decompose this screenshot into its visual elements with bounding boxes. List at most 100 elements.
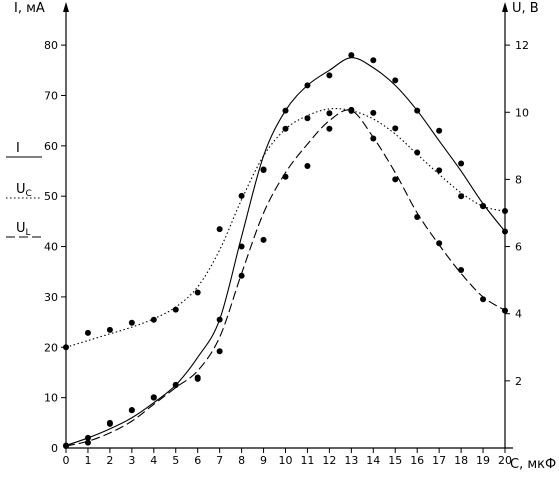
point-uc xyxy=(194,289,201,296)
x-tick-label: 20 xyxy=(498,454,512,467)
legend-label: UC xyxy=(16,182,32,199)
right-tick-label: 10 xyxy=(515,106,529,119)
point-ul xyxy=(172,381,179,388)
point-ul xyxy=(392,176,399,183)
x-tick-label: 1 xyxy=(84,454,91,467)
series-curves xyxy=(65,57,506,447)
legend-label: UL xyxy=(16,221,31,238)
point-uc xyxy=(502,207,508,214)
point-uc xyxy=(304,115,311,122)
right-tick-label: 2 xyxy=(515,375,522,388)
x-tick-label: 13 xyxy=(344,454,358,467)
point-uc xyxy=(480,202,487,209)
left-tick-label: 30 xyxy=(44,291,58,304)
x-tick-label: 3 xyxy=(128,454,135,467)
right-tick-label: 12 xyxy=(515,39,529,52)
right-tick-label: 6 xyxy=(515,241,522,254)
x-tick-label: 12 xyxy=(322,454,336,467)
series-points xyxy=(63,52,508,449)
left-ticks: 10 20 30 40 50 60 70 80 0 xyxy=(44,39,66,455)
point-ul xyxy=(502,307,508,314)
point-ul xyxy=(238,272,245,279)
left-tick-label: 10 xyxy=(44,392,58,405)
legend-label: I xyxy=(16,141,20,156)
right-tick-label: 8 xyxy=(515,173,522,186)
point-uc xyxy=(172,306,179,313)
point-i xyxy=(304,82,311,89)
x-tick-label: 2 xyxy=(106,454,113,467)
x-tick-label: 7 xyxy=(216,454,223,467)
left-tick-label: 0 xyxy=(51,442,58,455)
right-axis xyxy=(502,2,508,448)
point-ul xyxy=(458,267,465,274)
point-i xyxy=(326,72,333,79)
point-ul xyxy=(194,375,201,382)
point-uc xyxy=(326,110,333,117)
point-i xyxy=(392,77,399,84)
point-i xyxy=(458,160,465,167)
point-uc xyxy=(458,193,465,200)
legend: I UC UL xyxy=(6,141,42,238)
point-uc xyxy=(282,125,289,132)
point-uc xyxy=(436,167,443,174)
point-ul xyxy=(84,439,91,446)
x-tick-label: 15 xyxy=(388,454,402,467)
left-tick-label: 20 xyxy=(44,341,58,354)
series-line-ul xyxy=(65,109,506,447)
x-tick-label: 9 xyxy=(260,454,267,467)
point-uc xyxy=(370,109,377,116)
x-tick-label: 16 xyxy=(410,454,424,467)
point-uc xyxy=(392,125,399,132)
point-ul xyxy=(282,173,289,180)
point-i xyxy=(502,228,508,235)
point-ul xyxy=(304,162,311,169)
point-ul xyxy=(436,240,443,247)
x-axis-title: С, мкФ xyxy=(510,457,556,472)
x-ticks: 0 1 2 3 4 5 6 7 8 9 10 11 12 13 14 15 16 17 18 19 20 xyxy=(63,448,512,467)
right-axis-title: U, В xyxy=(512,1,539,16)
point-ul xyxy=(106,419,113,426)
x-tick-label: 4 xyxy=(150,454,157,467)
point-i xyxy=(436,127,443,134)
point-i xyxy=(370,57,377,64)
point-ul xyxy=(63,442,69,449)
point-i xyxy=(282,107,289,114)
x-tick-label: 17 xyxy=(432,454,446,467)
x-tick-label: 19 xyxy=(476,454,490,467)
point-ul xyxy=(480,296,487,303)
right-ticks: 2 4 6 8 10 12 xyxy=(505,39,529,388)
point-uc xyxy=(84,329,91,336)
x-tick-label: 5 xyxy=(172,454,179,467)
series-line-uc xyxy=(65,108,506,348)
left-tick-label: 50 xyxy=(44,190,58,203)
point-uc xyxy=(414,149,421,156)
left-tick-label: 70 xyxy=(44,89,58,102)
point-ul xyxy=(128,407,135,414)
x-tick-label: 10 xyxy=(279,454,293,467)
x-tick-label: 14 xyxy=(366,454,380,467)
point-uc xyxy=(260,167,267,174)
point-uc xyxy=(150,316,157,323)
point-uc xyxy=(128,319,135,326)
series-line-i xyxy=(65,57,506,447)
point-i xyxy=(348,52,355,59)
point-i xyxy=(414,107,421,114)
point-i xyxy=(216,316,223,323)
point-ul xyxy=(216,348,223,355)
point-ul xyxy=(370,135,377,142)
x-tick-label: 11 xyxy=(300,454,314,467)
x-tick-label: 8 xyxy=(238,454,245,467)
left-tick-label: 40 xyxy=(44,241,58,254)
point-uc xyxy=(63,344,69,351)
point-ul xyxy=(326,125,333,132)
right-tick-label: 4 xyxy=(515,308,522,321)
x-tick-label: 0 xyxy=(63,454,70,467)
point-ul xyxy=(348,107,355,114)
x-tick-label: 18 xyxy=(454,454,468,467)
point-uc xyxy=(216,226,223,233)
point-i xyxy=(84,434,91,441)
point-ul xyxy=(414,214,421,221)
point-uc xyxy=(238,192,245,199)
point-ul xyxy=(260,236,267,243)
